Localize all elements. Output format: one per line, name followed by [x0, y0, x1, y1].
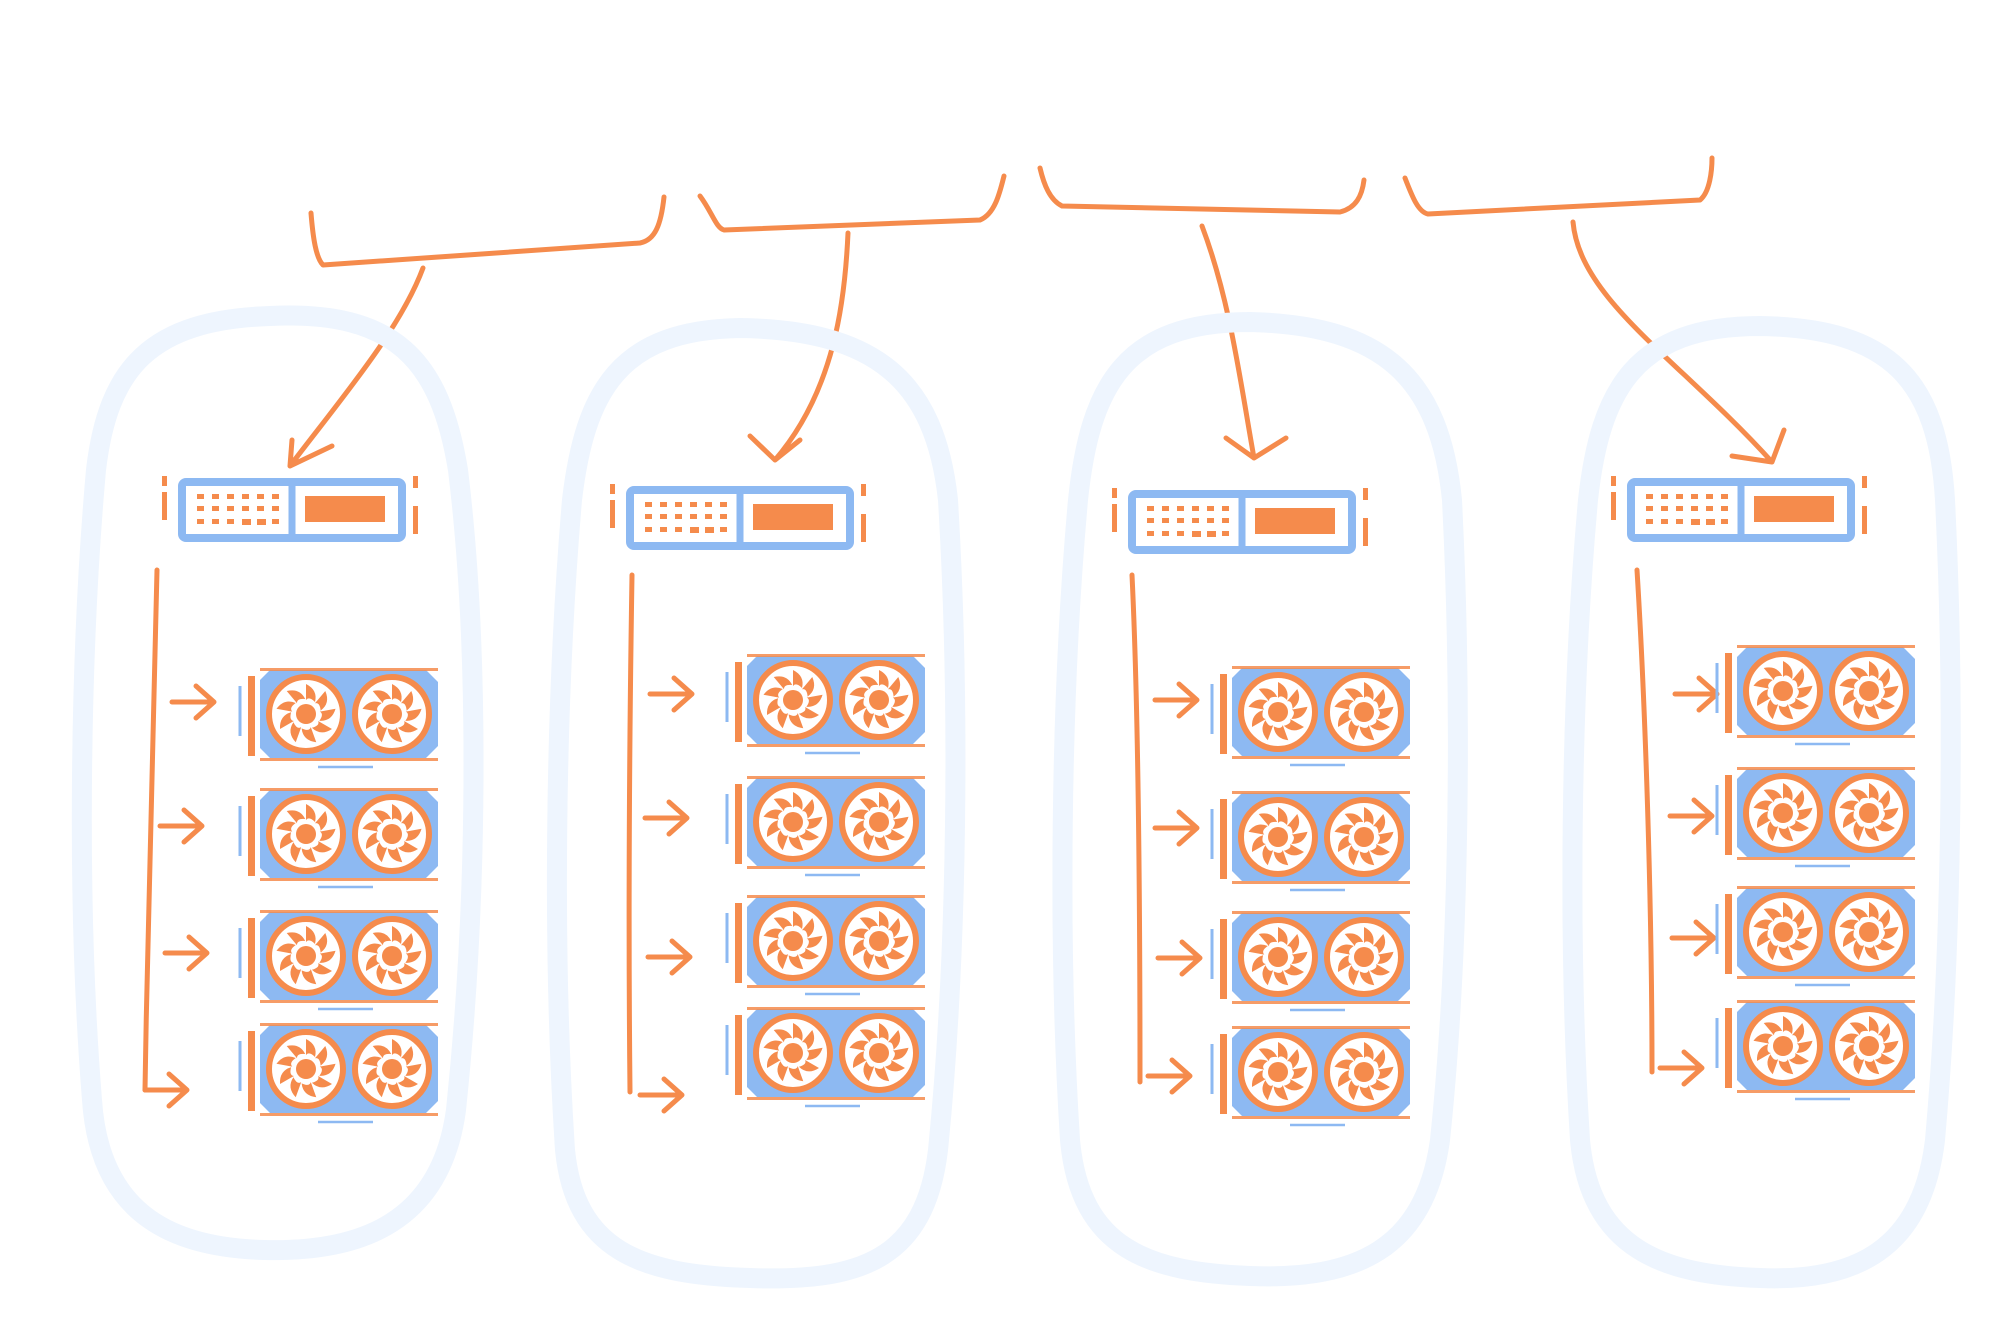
arrow-icon — [1675, 678, 1717, 710]
server-icon — [1112, 488, 1368, 550]
arrow-icon — [650, 678, 692, 710]
arrow-icon — [640, 1079, 682, 1111]
nodes — [71, 305, 1961, 1289]
node-group — [1562, 315, 1961, 1289]
server-icon — [1611, 476, 1867, 538]
bracket-3 — [1037, 165, 1367, 215]
arrow-icon — [1155, 684, 1197, 716]
gpu-icon — [1717, 1000, 1915, 1099]
arrow-icon — [172, 686, 214, 718]
gpu-icon — [1212, 666, 1410, 765]
gpu-icon — [727, 1007, 925, 1106]
node-outline — [71, 305, 484, 1261]
gpu-icon — [240, 788, 438, 887]
gpu-icon — [1717, 645, 1915, 744]
bracket-4 — [1402, 155, 1715, 217]
gpu-icon — [240, 668, 438, 767]
gpu-icon — [1717, 767, 1915, 866]
arrow-icon — [1158, 942, 1200, 974]
link-arrow-3 — [1199, 223, 1289, 461]
node-outline — [1052, 311, 1468, 1287]
arrow-icon — [1148, 1060, 1190, 1092]
spine-line — [1129, 572, 1143, 1085]
gpu-icon — [727, 895, 925, 994]
link-arrow-1 — [287, 265, 426, 469]
link-arrow-4 — [1570, 219, 1787, 465]
arrow-icon — [1672, 922, 1714, 954]
gpu-icon — [1717, 886, 1915, 985]
arrow-icon — [1155, 812, 1197, 844]
arrow-icon — [145, 1074, 187, 1106]
node-group — [71, 305, 484, 1261]
bracket-1 — [308, 194, 667, 268]
gpu-icon — [240, 910, 438, 1009]
server-icon — [162, 476, 418, 538]
input-links — [287, 155, 1787, 469]
gpu-icon — [1212, 1026, 1410, 1125]
arrow-icon — [165, 937, 207, 969]
gpu-icon — [727, 654, 925, 753]
server-icon — [610, 484, 866, 546]
node-outline — [546, 317, 966, 1289]
spine-line — [142, 567, 160, 1093]
bracket-2 — [697, 173, 1007, 233]
spine-line — [1634, 567, 1655, 1075]
node-group — [546, 317, 966, 1289]
node-group — [1052, 311, 1468, 1287]
spine-line — [626, 572, 635, 1095]
arrow-icon — [648, 941, 690, 973]
gpu-icon — [1212, 911, 1410, 1010]
gpu-icon — [727, 776, 925, 875]
gpu-icon — [1212, 791, 1410, 890]
arrow-icon — [645, 802, 687, 834]
node-outline — [1562, 315, 1961, 1289]
arrow-icon — [1670, 800, 1712, 832]
arrow-icon — [160, 810, 202, 842]
arrow-icon — [1660, 1052, 1702, 1084]
gpu-icon — [240, 1023, 438, 1122]
